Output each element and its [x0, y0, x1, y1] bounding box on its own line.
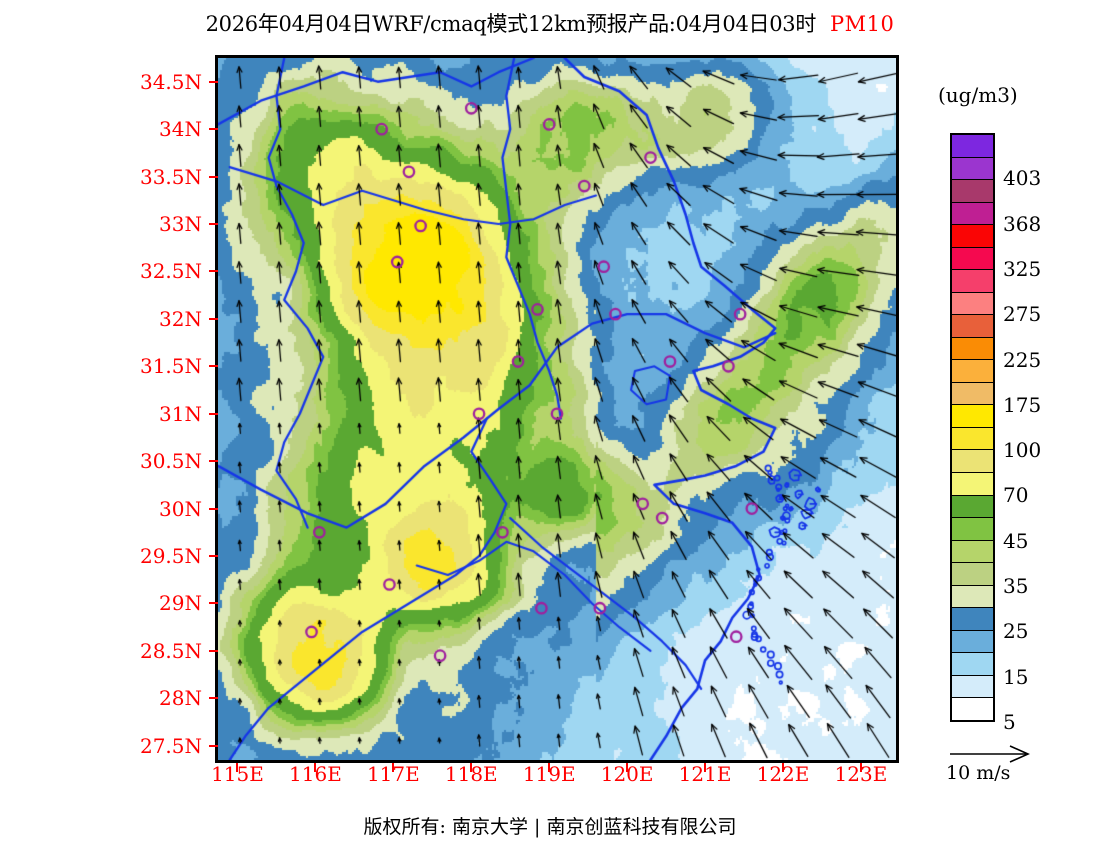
lon-tick-mark [470, 763, 473, 772]
colorbar-tick-15: 15 [1003, 664, 1029, 689]
lat-tick-mark [209, 602, 218, 605]
lat-tick-mark [209, 365, 218, 368]
lat-tick-31.5: 31.5N [139, 354, 202, 379]
title-species-label: PM10 [830, 12, 895, 36]
lat-tick-mark [209, 460, 218, 463]
map-plot-area[interactable] [215, 55, 899, 763]
lat-tick-29: 29N [159, 591, 202, 616]
lat-tick-mark [209, 697, 218, 700]
colorbar-cell-13 [952, 427, 993, 451]
colorbar-tick-225: 225 [1003, 347, 1042, 372]
wind-scale-arrow [948, 745, 1068, 771]
colorbar-cell-25 [952, 698, 993, 720]
colorbar-tick-175: 175 [1003, 392, 1042, 417]
colorbar-tick-368: 368 [1003, 211, 1042, 236]
title-main-text: 2026年04月04日WRF/cmaq模式12km预报产品:04月04日03时 [205, 12, 817, 36]
lat-tick-30: 30N [159, 496, 202, 521]
lat-tick-mark [209, 317, 218, 320]
lat-tick-mark [209, 649, 218, 652]
lon-tick-mark [626, 763, 629, 772]
lon-tick-mark [704, 763, 707, 772]
pm10-contour-map [218, 58, 896, 760]
colorbar-cell-7 [952, 292, 993, 316]
colorbar-cell-17 [952, 518, 993, 541]
copyright-footer: 版权所有: 南京大学 | 南京创蓝科技有限公司 [363, 816, 737, 838]
lat-tick-32.5: 32.5N [139, 259, 202, 284]
lon-tick-mark [782, 763, 784, 772]
colorbar-cell-1 [952, 157, 993, 181]
lat-tick-28: 28N [159, 686, 202, 711]
colorbar-tick-325: 325 [1003, 256, 1042, 281]
lat-tick-33: 33N [159, 212, 202, 236]
colorbar-cell-12 [952, 405, 993, 428]
colorbar-cell-15 [952, 472, 993, 496]
lat-tick-34: 34N [159, 117, 202, 142]
lat-tick-29.5: 29.5N [139, 544, 202, 569]
lat-tick-31: 31N [159, 401, 202, 426]
lat-tick-mark [209, 128, 218, 131]
colorbar-tick-100: 100 [1003, 438, 1042, 463]
lat-tick-mark [209, 223, 218, 225]
colorbar-cell-21 [952, 608, 993, 631]
colorbar-cell-23 [952, 653, 993, 676]
colorbar-cell-14 [952, 450, 993, 473]
lat-tick-mark [209, 270, 218, 273]
lat-tick-mark [209, 80, 218, 83]
lat-tick-32: 32N [159, 306, 202, 331]
colorbar-cell-10 [952, 360, 993, 383]
colorbar-cell-9 [952, 337, 993, 361]
colorbar-tick-35: 35 [1003, 574, 1029, 599]
colorbar-tick-25: 25 [1003, 619, 1029, 644]
colorbar-cell-5 [952, 247, 993, 271]
lon-tick-mark [548, 763, 551, 772]
colorbar-tick-5: 5 [1003, 710, 1016, 734]
lat-tick-33.5: 33.5N [139, 164, 202, 189]
colorbar-tick-70: 70 [1003, 483, 1029, 508]
lat-tick-34.5: 34.5N [139, 69, 202, 94]
lat-tick-mark [209, 175, 218, 178]
chart-title: 2026年04月04日WRF/cmaq模式12km预报产品:04月04日03时 P… [0, 8, 1100, 38]
lat-tick-mark [209, 412, 218, 415]
colorbar-cell-4 [952, 225, 993, 248]
lon-tick-mark [314, 763, 317, 772]
colorbar-cell-22 [952, 630, 993, 654]
colorbar-cell-18 [952, 540, 993, 564]
lat-tick-mark [209, 507, 218, 510]
colorbar-cell-0 [952, 135, 993, 158]
lat-tick-30.5: 30.5N [139, 449, 202, 474]
lon-tick-mark [236, 763, 239, 772]
colorbar-cell-20 [952, 585, 993, 609]
wind-scale-label: 10 m/s [946, 762, 1011, 784]
colorbar-cell-6 [952, 270, 993, 293]
colorbar-cell-8 [952, 315, 993, 338]
colorbar-cell-11 [952, 382, 993, 406]
colorbar-tick-275: 275 [1003, 302, 1042, 327]
colorbar-cell-2 [952, 180, 993, 203]
colorbar-cell-24 [952, 675, 993, 699]
colorbar-tick-45: 45 [1003, 528, 1029, 553]
lat-tick-mark [209, 555, 218, 558]
colorbar-cell-3 [952, 202, 993, 226]
colorbar-tick-403: 403 [1003, 166, 1042, 191]
lat-tick-mark [209, 744, 218, 747]
lon-tick-mark [859, 763, 862, 772]
lon-tick-mark [392, 763, 395, 772]
lat-tick-27.5: 27.5N [139, 733, 202, 758]
colorbar-cell-16 [952, 495, 993, 519]
colorbar[interactable] [950, 133, 995, 722]
colorbar-cell-19 [952, 563, 993, 586]
lat-tick-28.5: 28.5N [139, 638, 202, 663]
colorbar-units-label: (ug/m3) [938, 83, 1018, 107]
